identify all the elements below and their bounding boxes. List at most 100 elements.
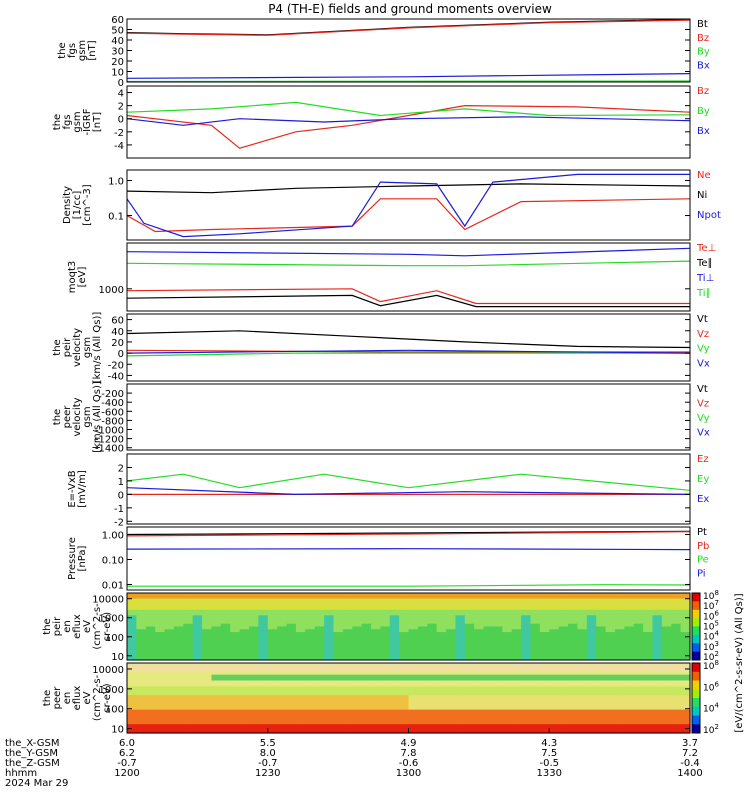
heatmap-cell [474,671,485,676]
heatmap-cell [511,700,522,705]
heatmap-cell [436,606,447,611]
heatmap-cell [399,709,410,714]
heatmap-cell [239,680,250,685]
heatmap-cell [370,646,381,650]
heatmap-cell [220,677,231,682]
heatmap-cell [173,620,184,625]
heatmap-cell [183,706,194,711]
heatmap-cell [474,626,485,630]
heatmap-cell [277,643,288,647]
heatmap-cell [521,598,532,602]
heatmap-cell [464,612,475,616]
heatmap-cell [324,632,335,636]
heatmap-cell [314,709,325,714]
heatmap-cell [408,634,419,639]
heatmap-cell [173,640,184,644]
heatmap-cell [361,703,372,708]
heatmap-cell [586,618,597,622]
heatmap-cell [568,646,578,650]
heatmap-cell [305,665,316,670]
heatmap-cell [568,703,578,708]
heatmap-cell [474,615,485,619]
heatmap-cell [521,683,532,687]
heatmap-cell [652,651,663,656]
heatmap-cell [220,646,231,650]
heatmap-cell [342,718,353,722]
heatmap-cell [305,651,316,656]
heatmap-cell [483,692,494,696]
heatmap-cell [624,620,635,625]
heatmap-cell [239,689,250,693]
y-tick-label: 1 [118,477,124,488]
heatmap-cell [417,663,428,667]
heatmap-cell [230,626,241,630]
heatmap-cell [267,604,278,608]
heatmap-cell [558,623,569,628]
heatmap-cell [352,663,363,667]
heatmap-cell [492,698,503,702]
heatmap-cell [295,629,306,633]
heatmap-cell [145,718,156,722]
heatmap-cell [361,663,372,667]
heatmap-cell [464,595,475,600]
heatmap-cell [605,665,616,670]
heatmap-cell [258,721,269,725]
heatmap-cell [577,683,588,687]
heatmap-cell [333,665,344,670]
heatmap-cell [333,604,344,608]
heatmap-cell [652,692,663,696]
heatmap-cell [492,593,503,597]
heatmap-cell [577,634,588,639]
heatmap-cell [183,692,194,696]
heatmap-cell [267,677,278,682]
heatmap-cell [417,612,428,616]
heatmap-cell [661,665,672,670]
heatmap-cell [277,715,288,720]
heatmap-cell [248,623,259,628]
y-axis-label: eflux [72,686,83,711]
heatmap-cell [145,615,156,619]
heatmap-cell [643,629,654,633]
y-tick-label: -4 [114,141,124,152]
heatmap-cell [239,632,250,636]
heatmap-cell [474,648,485,653]
heatmap-cell [352,727,363,731]
heatmap-cell [483,698,494,702]
heatmap-cell [370,606,381,611]
heatmap-cell [277,593,288,597]
heatmap-cell [614,677,625,682]
heatmap-cell [661,651,672,656]
heatmap-cell [286,604,297,608]
heatmap-cell [305,632,316,636]
legend-Te∥: Te∥ [696,258,713,269]
heatmap-cell [427,715,438,720]
heatmap-cell [380,665,391,670]
heatmap-cell [483,715,494,720]
heatmap-cell [633,640,644,644]
heatmap-cell [324,654,335,658]
heatmap-cell [680,637,691,642]
heatmap-cell [605,654,616,658]
heatmap-cell [258,671,269,676]
heatmap-cell [258,703,269,708]
heatmap-cell [605,651,616,656]
heatmap-cell [680,715,691,720]
heatmap-cell [492,648,503,653]
heatmap-cell [211,683,222,687]
heatmap-cell [211,709,222,714]
heatmap-cell [389,668,400,673]
heatmap-cell [539,692,550,696]
heatmap-cell [389,623,400,628]
heatmap-cell [258,724,269,728]
heatmap-cell [643,604,654,608]
heatmap-cell [408,706,419,711]
heatmap-cell [164,703,175,708]
heatmap-cell [342,654,353,658]
heatmap-cell [483,686,494,690]
heatmap-cell [155,648,166,653]
heatmap-cell [521,663,532,667]
heatmap-cell [164,671,175,676]
heatmap-cell [230,609,241,614]
